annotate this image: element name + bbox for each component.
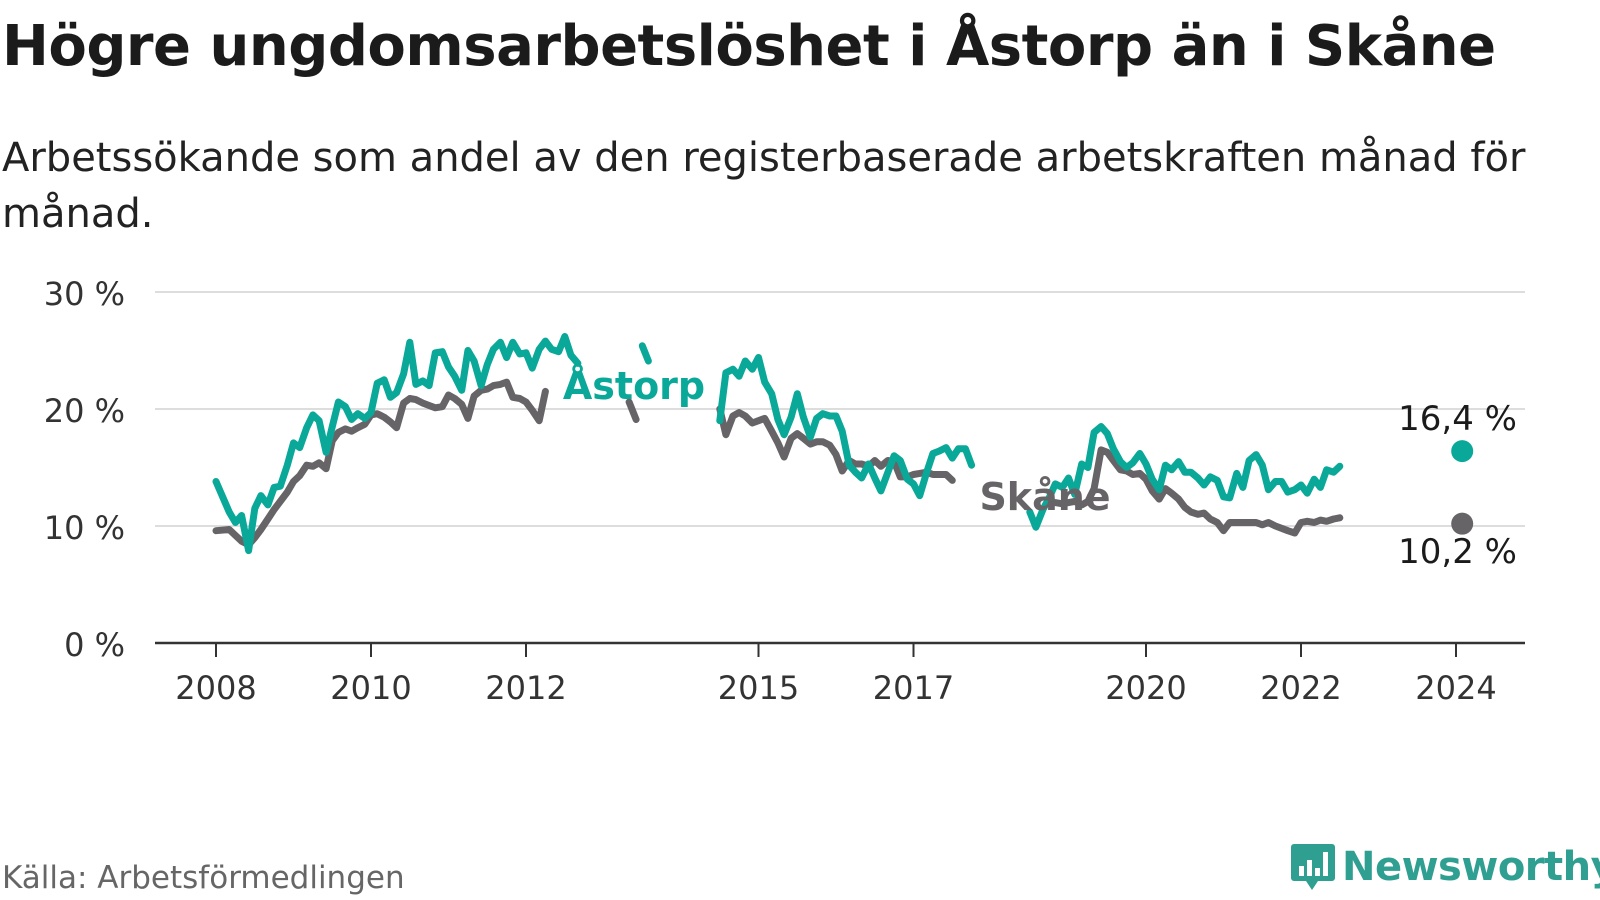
x-axis-ticks: 2008 2010 2012 2015 2017 2020 2022 2024 xyxy=(175,643,1497,707)
y-tick-label: 10 % xyxy=(44,509,125,547)
astorp-series-line xyxy=(1026,423,1344,531)
astorp-series-line xyxy=(716,354,976,500)
chart-title: Högre ungdomsarbetslöshet i Åstorp än i … xyxy=(2,14,1496,79)
astorp-end-point xyxy=(1451,440,1474,463)
bar-chart-speech-icon xyxy=(1291,844,1335,890)
x-tick-label: 2020 xyxy=(1105,669,1186,707)
skane-series-line xyxy=(212,378,549,549)
y-axis-ticks: 0 % 10 % 20 % 30 % xyxy=(44,275,125,664)
skane-end-label: 10,2 % xyxy=(1398,532,1517,572)
y-tick-label: 20 % xyxy=(44,392,125,430)
skane-series-line xyxy=(716,405,956,484)
astorp-end-label: 16,4 % xyxy=(1398,399,1517,439)
series-labels: 16,4 % 10,2 % Åstorp Skåne xyxy=(563,364,1517,572)
astorp-series-label: Åstorp xyxy=(563,364,705,408)
astorp-series-line xyxy=(212,333,582,555)
x-tick-label: 2017 xyxy=(873,669,954,707)
astorp-series-line xyxy=(638,342,652,365)
x-tick-label: 2022 xyxy=(1260,669,1341,707)
x-tick-label: 2015 xyxy=(718,669,799,707)
x-tick-label: 2010 xyxy=(330,669,411,707)
x-tick-label: 2024 xyxy=(1415,669,1496,707)
skane-series-line xyxy=(1045,446,1344,537)
newsworthy-logo: Newsworthy xyxy=(1290,842,1600,892)
logo-text: Newsworthy xyxy=(1342,844,1600,890)
series-lines xyxy=(212,333,1344,555)
skane-series-label: Skåne xyxy=(979,475,1110,519)
x-tick-label: 2008 xyxy=(175,669,256,707)
skane-series-line xyxy=(625,398,640,423)
chart-subtitle: Arbetssökande som andel av den registerb… xyxy=(2,135,1526,237)
y-tick-label: 30 % xyxy=(44,275,125,313)
y-tick-label: 0 % xyxy=(64,626,125,664)
x-tick-label: 2012 xyxy=(485,669,566,707)
source-note: Källa: Arbetsförmedlingen xyxy=(2,860,405,896)
skane-end-point xyxy=(1451,512,1474,535)
